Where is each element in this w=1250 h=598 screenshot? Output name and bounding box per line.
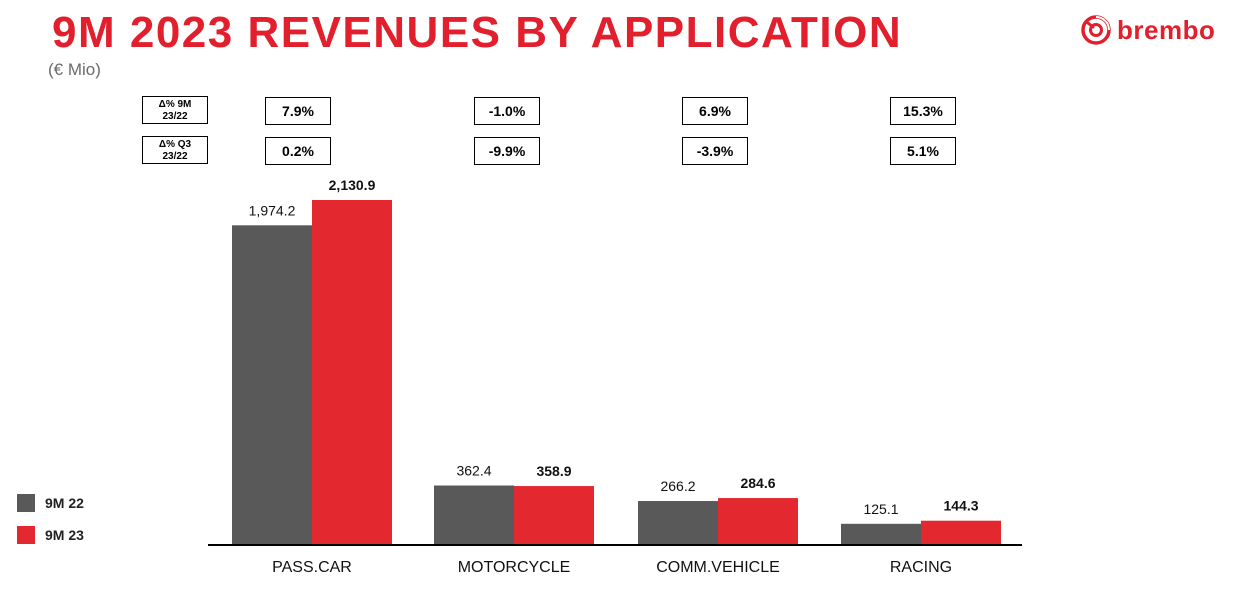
data-label: 362.4 xyxy=(456,462,491,478)
delta-row-label-line: 23/22 xyxy=(162,111,188,122)
delta-row-label-q3: Δ% Q3 23/22 xyxy=(142,136,208,164)
delta-row-label-9m: Δ% 9M 23/22 xyxy=(142,96,208,124)
delta-row-label-line: Δ% Q3 xyxy=(158,139,192,150)
brembo-disc-icon xyxy=(1081,15,1111,45)
category-label: RACING xyxy=(890,559,952,576)
data-label: 2,130.9 xyxy=(329,177,376,193)
delta-q3-racing: 5.1% xyxy=(890,137,956,165)
delta-q3-motorcycle: -9.9% xyxy=(474,137,540,165)
delta-9m-comm-vehicle: 6.9% xyxy=(682,97,748,125)
legend-item-9m22: 9M 22 xyxy=(17,494,84,512)
data-label: 1,974.2 xyxy=(249,202,296,218)
category-label: MOTORCYCLE xyxy=(458,559,571,576)
page-title: 9M 2023 REVENUES BY APPLICATION xyxy=(52,8,903,57)
legend-swatch xyxy=(17,526,35,544)
legend-label: 9M 23 xyxy=(45,527,84,543)
bar-9m22 xyxy=(841,523,921,544)
unit-label: (€ Mio) xyxy=(48,60,101,79)
bar-9m22 xyxy=(434,485,514,544)
delta-9m-motorcycle: -1.0% xyxy=(474,97,540,125)
data-label: 358.9 xyxy=(536,463,571,479)
bar-9m23 xyxy=(921,520,1001,544)
delta-9m-pass-car: 7.9% xyxy=(265,97,331,125)
legend-label: 9M 22 xyxy=(45,495,84,511)
data-label: 144.3 xyxy=(943,498,978,514)
bar-9m23 xyxy=(312,200,392,544)
legend-swatch xyxy=(17,494,35,512)
bar-9m23 xyxy=(718,498,798,544)
category-label: COMM.VEHICLE xyxy=(656,559,780,576)
bar-9m22 xyxy=(638,501,718,544)
bar-9m22 xyxy=(232,225,312,544)
delta-q3-comm-vehicle: -3.9% xyxy=(682,137,748,165)
delta-row-label-line: 23/22 xyxy=(162,151,188,162)
data-label: 266.2 xyxy=(660,478,695,494)
bar-9m23 xyxy=(514,486,594,544)
legend-item-9m23: 9M 23 xyxy=(17,526,84,544)
delta-row-label-line: Δ% 9M xyxy=(158,99,192,110)
data-label: 125.1 xyxy=(863,501,898,517)
category-label: PASS.CAR xyxy=(272,559,352,576)
delta-9m-racing: 15.3% xyxy=(890,97,956,125)
data-label: 284.6 xyxy=(740,475,775,491)
brand-logo: brembo xyxy=(1080,14,1215,46)
delta-q3-pass-car: 0.2% xyxy=(265,137,331,165)
logo-text: brembo xyxy=(1117,14,1216,45)
